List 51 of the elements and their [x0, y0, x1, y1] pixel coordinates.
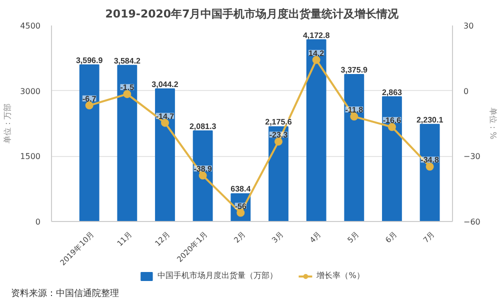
y-tick-label: 0	[35, 218, 41, 226]
y2-tick-label: −60	[464, 218, 480, 226]
y2-tick-label: −30	[464, 152, 480, 162]
point	[312, 56, 320, 64]
data-label: -1.5	[120, 83, 135, 92]
bar	[192, 130, 213, 222]
data-label: 3,596.9	[76, 56, 104, 65]
data-label: 2,863	[382, 88, 403, 97]
data-label: 3,044.2	[152, 80, 179, 89]
bar	[420, 124, 440, 222]
data-label: -6.7	[82, 94, 97, 104]
data-label: -34.8	[420, 156, 440, 165]
data-label: 3,584.2	[114, 56, 142, 66]
point	[85, 101, 94, 110]
bar	[382, 96, 402, 222]
data-label: 2,081.3	[189, 122, 217, 131]
y2-tick-label: 30	[464, 22, 474, 30]
data-label: 638.4	[230, 184, 252, 194]
data-label: 4,172.8	[302, 30, 330, 40]
bar	[306, 39, 326, 222]
y2-axis-title: 单位：%	[488, 108, 498, 140]
legend-label: 增长率（%）	[316, 270, 364, 281]
data-label: -16.6	[382, 116, 402, 125]
point	[426, 162, 434, 171]
bar	[117, 64, 138, 222]
data-label: -14.7	[156, 112, 175, 121]
data-label: 2,230.1	[416, 115, 444, 124]
bar	[79, 64, 100, 222]
point	[274, 138, 282, 146]
y2-tick-label: 0	[464, 86, 469, 96]
data-label: -11.8	[345, 106, 364, 115]
point	[160, 118, 169, 127]
bar	[155, 88, 175, 222]
text: 资料来源：中国信通院整理	[11, 288, 119, 301]
bar	[344, 74, 364, 222]
y-tick-label: 1500	[20, 152, 40, 162]
data-label: 14.2	[308, 48, 325, 58]
data-label: -38.9	[194, 164, 212, 174]
bar	[268, 126, 288, 222]
data-label: 2,175.6	[265, 118, 292, 127]
data-label: 3,375.9	[340, 65, 368, 74]
legend-label: 中国手机市场月度出货量（万部）	[158, 270, 278, 281]
data-label: -23.3	[269, 130, 288, 140]
y-axis-title: 单位：万部	[3, 104, 12, 144]
point	[350, 112, 358, 121]
chart-title: 2019-2020年7月中国手机市场月度出货量统计及增长情况	[105, 8, 400, 20]
data-label: -56	[234, 202, 247, 211]
point	[198, 172, 207, 180]
y-tick-label: 3000	[20, 86, 40, 96]
point	[123, 90, 132, 98]
y-tick-label: 4500	[20, 22, 40, 30]
